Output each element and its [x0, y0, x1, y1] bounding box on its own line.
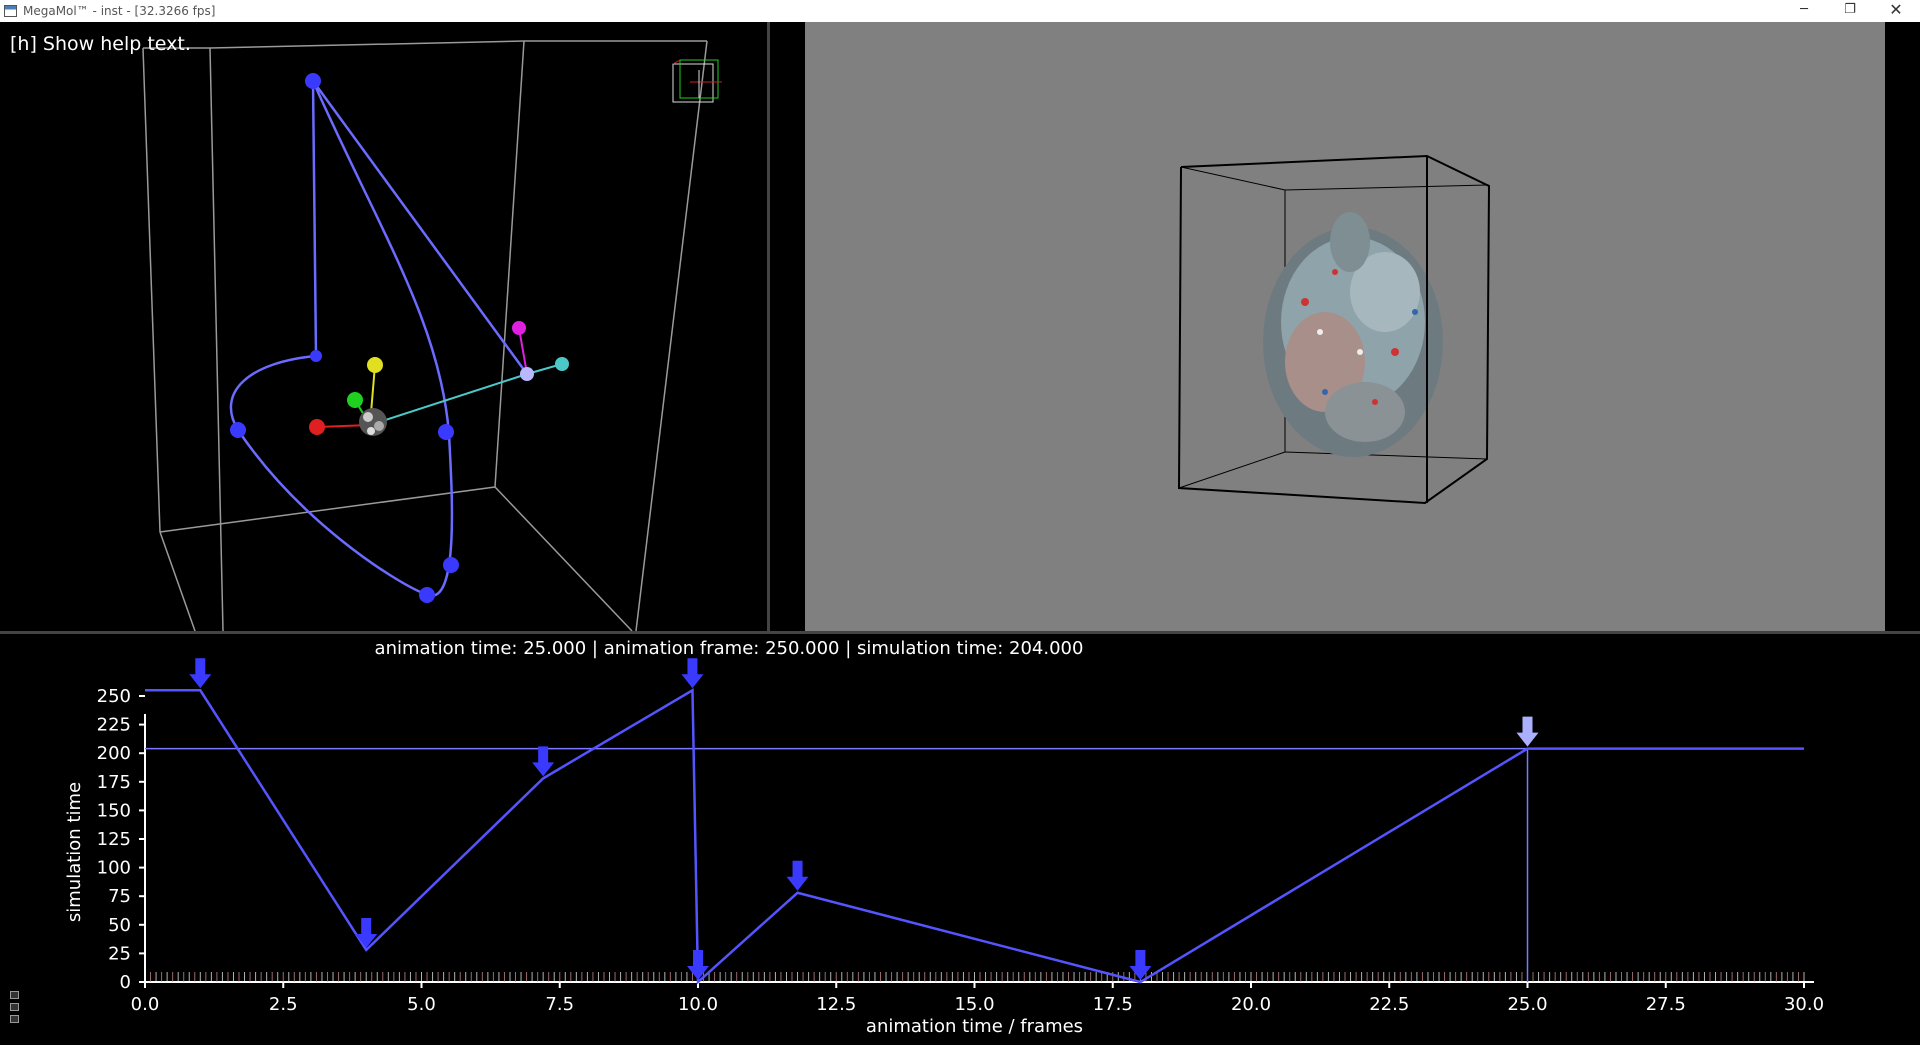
bounding-box	[142, 40, 708, 631]
toolbar-icon[interactable]	[10, 1003, 19, 1011]
x-tick-label: 20.0	[1231, 994, 1271, 1015]
x-tick-label: 30.0	[1784, 994, 1824, 1015]
keyframe-marker[interactable]	[681, 658, 704, 689]
manipulator-handle[interactable]	[367, 357, 383, 373]
timeline-chart[interactable]: 0 25 50 75 100 125 150 175 200 225 250 0.0 2.5 5.0 7.5…	[0, 634, 1920, 1045]
x-axis-label: animation time / frames	[866, 1016, 1083, 1037]
x-tick-label: 7.5	[545, 994, 574, 1015]
y-tick-label: 150	[97, 800, 131, 821]
selected-keyframe-handle[interactable]	[520, 367, 534, 381]
trajectory-3d-view[interactable]: [h] Show help text.	[0, 22, 767, 631]
manipulator-handle[interactable]	[555, 357, 569, 371]
minimize-button[interactable]: ─	[1800, 2, 1808, 17]
camera-up-line	[518, 327, 528, 375]
manipulator-handle[interactable]	[512, 321, 526, 335]
right-border	[1885, 22, 1920, 631]
orientation-gizmo	[672, 59, 722, 103]
y-tick-label: 250	[97, 686, 131, 707]
camera-keyframe[interactable]	[443, 557, 459, 573]
x-tick-label: 17.5	[1093, 994, 1133, 1015]
x-tick-label: 12.5	[816, 994, 856, 1015]
trajectory-scene	[142, 40, 722, 631]
keyframe-marker[interactable]	[786, 860, 809, 891]
help-hint: [h] Show help text.	[10, 33, 191, 55]
y-axis-label: simulation time	[64, 782, 85, 922]
camera-path-curve	[229, 80, 529, 598]
x-tick-label: 5.0	[407, 994, 436, 1015]
x-tick-label: 25.0	[1507, 994, 1547, 1015]
x-tick-label: 10.0	[678, 994, 718, 1015]
selected-keyframe-marker[interactable]	[1516, 716, 1539, 747]
x-tick-label: 2.5	[269, 994, 298, 1015]
toolbar-icon[interactable]	[10, 1015, 19, 1023]
manipulator-handle[interactable]	[347, 392, 363, 408]
x-tick-label: 27.5	[1646, 994, 1686, 1015]
molecule-preview	[359, 408, 387, 436]
x-tick-label: 0.0	[131, 994, 160, 1015]
toolbar-icon[interactable]	[10, 991, 19, 999]
close-button[interactable]: ✕	[1889, 0, 1903, 19]
protein-molecule	[1263, 212, 1443, 457]
camera-keyframe[interactable]	[419, 587, 435, 603]
molecule-3d-view[interactable]	[805, 22, 1885, 631]
app-icon	[4, 5, 17, 17]
keyframe-marker[interactable]	[532, 746, 555, 777]
side-toolbar	[10, 991, 20, 1027]
manipulator-handle[interactable]	[309, 419, 325, 435]
title-bar: MegaMol™ - inst - [32.3266 fps] ─ ❐ ✕	[0, 0, 1920, 22]
y-tick-label: 75	[108, 886, 131, 907]
keyframe-marker[interactable]	[189, 658, 212, 689]
camera-keyframe[interactable]	[305, 73, 321, 89]
keyframe-marker[interactable]	[1129, 950, 1152, 980]
y-tick-label: 0	[120, 972, 131, 993]
horizontal-splitter[interactable]	[0, 631, 1920, 634]
camera-keyframes	[230, 73, 459, 603]
timeline-panel[interactable]: animation time: 25.000 | animation frame…	[0, 634, 1920, 1045]
y-tick-label: 50	[108, 915, 131, 936]
camera-keyframe[interactable]	[310, 350, 322, 362]
simulation-time-curve	[145, 688, 1804, 985]
timeline-status: animation time: 25.000 | animation frame…	[374, 638, 1084, 659]
keyframe-marker[interactable]	[355, 917, 378, 948]
restore-button[interactable]: ❐	[1844, 2, 1856, 17]
y-tick-label: 175	[97, 772, 131, 793]
camera-keyframe[interactable]	[230, 422, 246, 438]
vertical-splitter[interactable]	[767, 22, 805, 631]
y-tick-label: 225	[97, 715, 131, 736]
y-tick-label: 25	[108, 943, 131, 964]
camera-keyframe[interactable]	[438, 424, 454, 440]
y-tick-label: 100	[97, 858, 131, 879]
x-tick-label: 15.0	[954, 994, 994, 1015]
y-tick-label: 200	[97, 743, 131, 764]
molecule-scene	[1177, 154, 1491, 505]
window-title: MegaMol™ - inst - [32.3266 fps]	[23, 4, 216, 18]
x-tick-label: 22.5	[1369, 994, 1409, 1015]
y-tick-label: 125	[97, 829, 131, 850]
keyframe-marker[interactable]	[687, 950, 709, 980]
front-box	[1177, 154, 1491, 505]
camera-direction-line	[369, 373, 528, 426]
